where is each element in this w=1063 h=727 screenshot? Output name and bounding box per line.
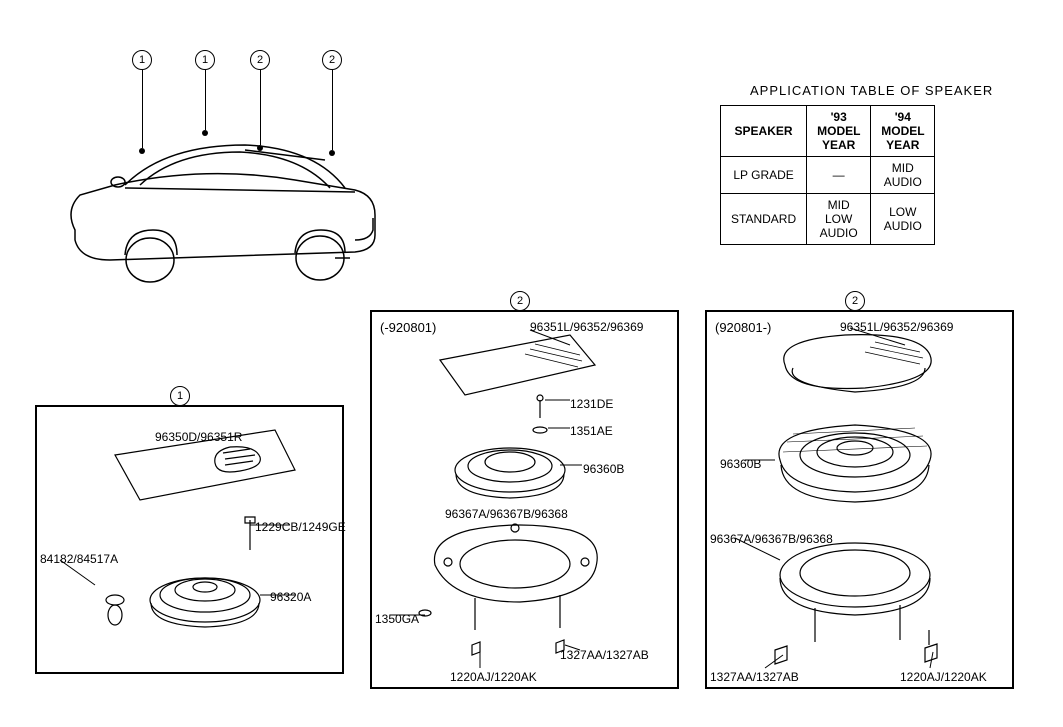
box1-leaders <box>35 405 355 685</box>
table-cell: MID LOW AUDIO <box>807 194 871 245</box>
car-callout-1a: 1 <box>132 50 152 154</box>
table-cell: LP GRADE <box>721 157 807 194</box>
table-header: SPEAKER <box>721 106 807 157</box>
table-header: '93 MODEL YEAR <box>807 106 871 157</box>
table-row: STANDARD MID LOW AUDIO LOW AUDIO <box>721 194 935 245</box>
callout-badge: 2 <box>250 50 270 70</box>
callout-badge: 1 <box>132 50 152 70</box>
box3-leaders <box>705 310 1025 700</box>
table-row: SPEAKER '93 MODEL YEAR '94 MODEL YEAR <box>721 106 935 157</box>
table-header: '94 MODEL YEAR <box>871 106 935 157</box>
box2-callout: 2 <box>510 291 530 311</box>
callout-badge: 2 <box>322 50 342 70</box>
car-callout-1b: 1 <box>195 50 215 136</box>
application-table: SPEAKER '93 MODEL YEAR '94 MODEL YEAR LP… <box>720 105 935 245</box>
box1-callout: 1 <box>170 386 190 406</box>
table-title: APPLICATION TABLE OF SPEAKER <box>750 83 993 98</box>
table-cell: STANDARD <box>721 194 807 245</box>
table-cell: LOW AUDIO <box>871 194 935 245</box>
car-callout-2a: 2 <box>250 50 270 151</box>
box3-callout: 2 <box>845 291 865 311</box>
table-cell: MID AUDIO <box>871 157 935 194</box>
callout-badge: 1 <box>195 50 215 70</box>
table-cell: — <box>807 157 871 194</box>
table-row: LP GRADE — MID AUDIO <box>721 157 935 194</box>
car-callout-2b: 2 <box>322 50 342 156</box>
box2-leaders <box>370 310 690 700</box>
diagram-canvas: 1 1 2 2 APPLICATION TABLE OF SPEAKER SPE… <box>0 0 1063 727</box>
